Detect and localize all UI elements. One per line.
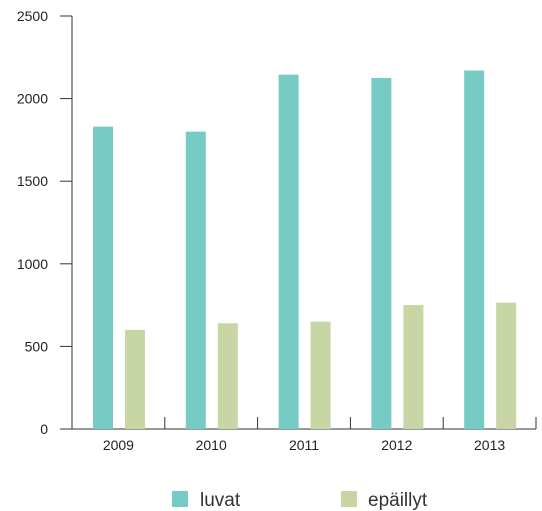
y-tick-label: 1500 (17, 173, 48, 189)
x-tick-label: 2009 (103, 437, 134, 453)
legend-label: luvat (200, 490, 241, 511)
bar-series1-2012 (371, 77, 392, 429)
x-tick-label: 2011 (289, 437, 319, 453)
x-tick-label: 2012 (381, 437, 412, 453)
y-tick-label: 0 (40, 421, 48, 437)
bar-series2-2009 (125, 329, 145, 429)
bars (93, 70, 517, 430)
y-tick-label: 2500 (17, 8, 48, 24)
bar-series2-2012 (403, 305, 424, 429)
legend: luvat epäillyt (172, 490, 428, 511)
bar-series2-2013 (496, 302, 517, 429)
bar-series1-2013 (464, 70, 485, 430)
legend-swatch (172, 491, 188, 507)
bar-series1-2011 (278, 74, 299, 430)
bar-series1-2010 (185, 131, 206, 429)
y-tick-label: 2000 (17, 91, 48, 107)
bar-series2-2010 (217, 323, 238, 429)
x-tick-label: 2010 (196, 437, 227, 453)
x-tick-label: 2013 (474, 437, 505, 453)
y-axis: 0 500 1000 1500 2000 2500 (17, 8, 73, 437)
x-axis: 2009 2010 2011 2012 2013 (72, 417, 537, 453)
y-tick-label: 1000 (17, 256, 48, 272)
y-tick-label: 500 (25, 338, 49, 354)
bar-series1-2009 (93, 126, 113, 430)
legend-label: epäillyt (368, 490, 428, 511)
legend-swatch (341, 491, 357, 507)
bar-series2-2011 (310, 321, 331, 429)
